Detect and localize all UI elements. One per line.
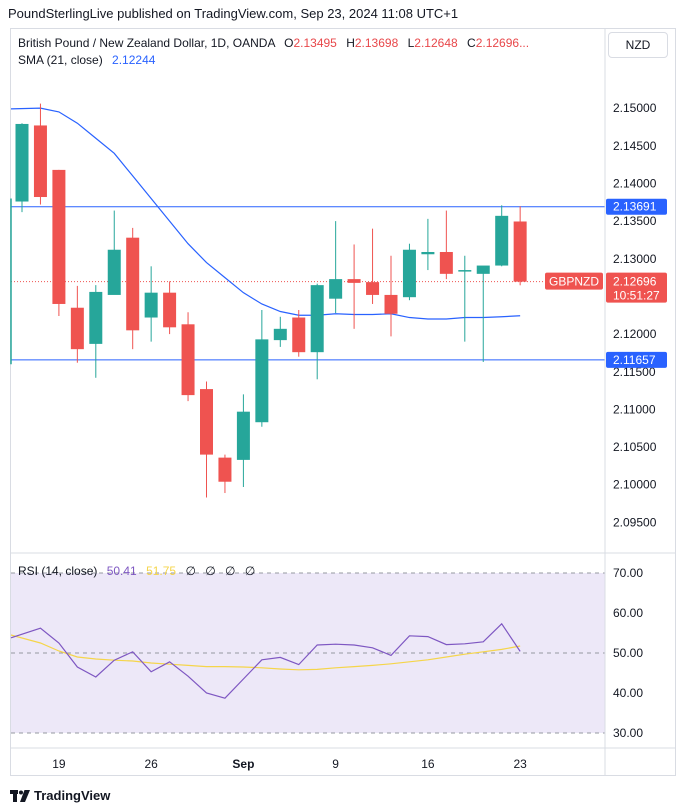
candle-body (273, 328, 287, 341)
rsi-value: 50.41 (106, 564, 137, 578)
candle-body (107, 249, 121, 295)
close-value: 2.12696 (475, 36, 520, 50)
candle-body (163, 292, 177, 328)
price-tick-label: 2.13500 (613, 214, 657, 228)
open-value: 2.13495 (293, 36, 337, 50)
rsi-na-4: ∅ (244, 564, 256, 578)
symbol-tag-text: GBPNZD (549, 275, 599, 289)
price-tick-label: 2.11500 (613, 365, 656, 379)
symbol-tag (545, 272, 603, 290)
time-tick-label: Sep (232, 757, 254, 771)
rsi-line (10, 622, 521, 699)
candle-body (310, 285, 324, 353)
candle-body (236, 411, 250, 460)
countdown-text: 10:51:27 (613, 289, 660, 303)
hline-price-text: 2.11657 (613, 353, 656, 367)
time-tick-label: 9 (332, 757, 339, 771)
tradingview-logo-icon (10, 789, 30, 802)
open-label: O (284, 36, 294, 50)
rsi-label: RSI (14, close) (18, 564, 98, 578)
candle-body (384, 294, 398, 314)
candle-body (495, 215, 509, 266)
candle-body (458, 270, 472, 272)
sma-value: 2.12244 (112, 53, 156, 67)
price-tick-label: 2.14000 (613, 176, 657, 190)
price-tick-label: 2.11000 (613, 402, 656, 416)
legend-overflow: ... (519, 36, 530, 50)
candle-body (218, 457, 232, 482)
current-price-tag (606, 272, 667, 303)
rsi-ma-value: 51.75 (146, 564, 177, 578)
candle-body (513, 221, 527, 282)
candle-body (292, 317, 306, 353)
candle-body (366, 282, 380, 295)
time-tick-label: 26 (144, 757, 158, 771)
candle-body (144, 292, 158, 318)
rsi-tick-label: 60.00 (613, 606, 643, 620)
candle-body (255, 339, 269, 423)
candle-body (476, 265, 490, 274)
rsi-tick-label: 30.00 (613, 726, 643, 740)
price-tick-label: 2.12000 (613, 327, 657, 341)
chart-frame (10, 28, 676, 776)
close-label: C (467, 36, 476, 50)
candle-body (89, 291, 103, 344)
rsi-na-2: ∅ (205, 564, 216, 578)
sma-line (10, 107, 521, 320)
candle-body (439, 251, 453, 274)
high-label: H (346, 36, 355, 50)
hline-price-text: 2.13691 (613, 200, 657, 214)
publisher-line: PoundSterlingLive published on TradingVi… (8, 6, 459, 21)
price-tick-label: 2.14500 (613, 139, 657, 153)
candle-body (52, 169, 66, 304)
symbol-title: British Pound / New Zealand Dollar, 1D, … (18, 36, 275, 50)
time-tick-label: 19 (52, 757, 66, 771)
price-tick-label: 2.10000 (613, 478, 657, 492)
currency-button[interactable]: NZD (608, 32, 668, 58)
price-tick-label: 2.13000 (613, 252, 657, 266)
rsi-na-1: ∅ (185, 564, 196, 578)
candle-body (70, 307, 84, 350)
candle-body (329, 279, 343, 299)
rsi-na-3: ∅ (225, 564, 236, 578)
rsi-legend[interactable]: RSI (14, close) 50.41 51.75 ∅ ∅ ∅ ∅ (18, 564, 255, 578)
high-value: 2.13698 (354, 36, 399, 50)
candle-body (402, 249, 416, 298)
time-tick-label: 23 (513, 757, 527, 771)
rsi-tick-label: 40.00 (613, 686, 643, 700)
candle-body (126, 237, 140, 331)
candle-body (33, 125, 47, 198)
candle-body (200, 389, 213, 455)
rsi-ma-line (10, 634, 521, 671)
price-tick-label: 2.10500 (613, 440, 657, 454)
footer-brand[interactable]: TradingView (10, 788, 110, 803)
candle-body (347, 279, 361, 283)
hline-price-tag (606, 198, 667, 215)
sma-label: SMA (21, close) (18, 53, 103, 67)
rsi-tick-label: 70.00 (613, 566, 643, 580)
current-price-text: 2.12696 (613, 275, 657, 289)
candle-body (181, 324, 195, 396)
brand-name: TradingView (34, 788, 111, 803)
low-value: 2.12648 (414, 36, 458, 50)
price-tick-label: 2.15000 (613, 101, 657, 115)
time-tick-label: 16 (421, 757, 435, 771)
low-label: L (407, 36, 415, 50)
sma-legend[interactable]: SMA (21, close) 2.12244 (18, 53, 155, 67)
rsi-tick-label: 50.00 (613, 646, 643, 660)
candle-body (421, 251, 435, 255)
hline-price-tag (606, 351, 667, 368)
candle-body (15, 123, 29, 202)
chart-legend: British Pound / New Zealand Dollar, 1D, … (18, 36, 529, 50)
price-tick-label: 2.09500 (613, 515, 657, 529)
